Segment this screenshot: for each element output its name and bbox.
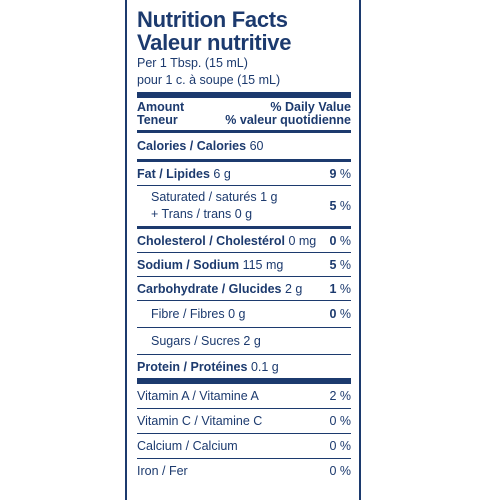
fat-label: Fat / Lipides xyxy=(137,166,210,181)
saturated-label: Saturated / saturés 1 g xyxy=(151,190,278,204)
percent-sign: % xyxy=(339,307,351,321)
amount-header-fr: Teneur xyxy=(137,113,178,127)
divider xyxy=(137,130,351,133)
serving-size-english: Per 1 Tbsp. (15 mL) xyxy=(137,56,248,70)
carbohydrate-label: Carbohydrate / Glucides xyxy=(137,281,282,296)
protein-row: Protein / Protéines 0.1 g xyxy=(137,355,351,378)
vitamin-a-row: Vitamin A / Vitamine A 2 % xyxy=(137,384,351,408)
vitamin-a-dv: 2 % xyxy=(329,389,351,403)
calcium-row: Calcium / Calcium 0 % xyxy=(137,434,351,458)
divider xyxy=(137,159,351,162)
fibre-dv: 0 xyxy=(329,307,337,321)
trans-label: + Trans / trans 0 g xyxy=(151,207,253,221)
cholesterol-dv: 0 xyxy=(329,233,337,248)
dv-header-en: % Daily Value xyxy=(270,100,351,114)
sodium-row: Sodium / Sodium 115 mg 5 % xyxy=(137,253,351,276)
vitamin-c-label: Vitamin C / Vitamine C xyxy=(137,414,263,428)
calcium-dv: 0 % xyxy=(329,439,351,453)
percent-sign: % xyxy=(339,166,351,181)
divider xyxy=(137,300,351,301)
divider xyxy=(137,354,351,355)
fibre-label: Fibre / Fibres 0 g xyxy=(151,307,246,321)
sodium-dv: 5 xyxy=(329,257,337,272)
divider xyxy=(137,226,351,229)
nutrition-facts-panel: Nutrition Facts Valeur nutritive Per 1 T… xyxy=(125,0,361,500)
divider xyxy=(137,252,351,253)
sugars-label: Sugars / Sucres 2 g xyxy=(151,334,261,348)
divider-heavy xyxy=(137,378,351,384)
protein-amount: 0.1 g xyxy=(250,359,279,374)
calories-value: 60 xyxy=(249,139,264,153)
percent-sign: % xyxy=(339,199,351,213)
title-french: Valeur nutritive xyxy=(137,30,292,55)
divider xyxy=(137,408,351,409)
column-header: Amount Teneur % Daily Value % valeur quo… xyxy=(137,98,351,130)
dv-header-fr: % valeur quotidienne xyxy=(225,113,351,127)
divider xyxy=(137,458,351,459)
title-english: Nutrition Facts xyxy=(137,7,288,32)
carbohydrate-dv: 1 xyxy=(329,281,337,296)
iron-label: Iron / Fer xyxy=(137,464,188,478)
divider xyxy=(137,276,351,277)
cholesterol-label: Cholesterol / Cholestérol xyxy=(137,233,285,248)
iron-row: Iron / Fer 0 % xyxy=(137,459,351,483)
cholesterol-amount: 0 mg xyxy=(288,233,317,248)
sodium-amount: 115 mg xyxy=(242,257,284,272)
vitamin-c-dv: 0 % xyxy=(329,414,351,428)
amount-header-en: Amount xyxy=(137,100,185,114)
saturated-trans-row: Saturated / saturés 1 g + Trans / trans … xyxy=(137,186,351,226)
calories-label: Calories / Calories xyxy=(137,139,247,153)
divider xyxy=(137,327,351,328)
cholesterol-row: Cholesterol / Cholestérol 0 mg 0 % xyxy=(137,229,351,252)
percent-sign: % xyxy=(339,257,351,272)
fat-dv: 9 xyxy=(329,166,337,181)
sodium-label: Sodium / Sodium xyxy=(137,257,240,272)
calories-row: Calories / Calories 60 xyxy=(137,133,351,159)
iron-dv: 0 % xyxy=(329,464,351,478)
serving-size-french: pour 1 c. à soupe (15 mL) xyxy=(137,73,281,87)
protein-label: Protein / Protéines xyxy=(137,359,248,374)
calcium-label: Calcium / Calcium xyxy=(137,439,238,453)
carbohydrate-amount: 2 g xyxy=(284,281,303,296)
percent-sign: % xyxy=(339,233,351,248)
fat-amount: 6 g xyxy=(213,166,231,181)
saturated-dv: 5 xyxy=(329,199,337,213)
vitamin-c-row: Vitamin C / Vitamine C 0 % xyxy=(137,409,351,433)
divider-heavy xyxy=(137,92,351,98)
sugars-row: Sugars / Sucres 2 g xyxy=(137,328,351,354)
fibre-row: Fibre / Fibres 0 g 0 % xyxy=(137,301,351,327)
vitamin-a-label: Vitamin A / Vitamine A xyxy=(137,389,259,403)
carbohydrate-row: Carbohydrate / Glucides 2 g 1 % xyxy=(137,277,351,300)
percent-sign: % xyxy=(339,281,351,296)
divider xyxy=(137,185,351,186)
fat-row: Fat / Lipides 6 g 9 % xyxy=(137,162,351,185)
divider xyxy=(137,433,351,434)
